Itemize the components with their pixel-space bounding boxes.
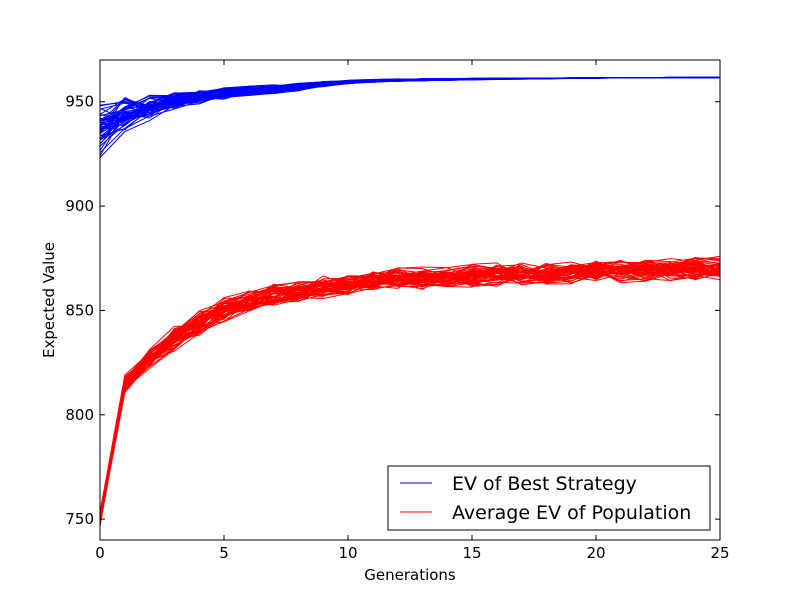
series-line bbox=[100, 77, 720, 141]
series-line bbox=[100, 77, 720, 130]
series-line bbox=[100, 77, 720, 141]
y-tick-label: 950 bbox=[65, 93, 94, 111]
y-tick-label: 750 bbox=[65, 510, 94, 528]
series-line bbox=[100, 77, 720, 141]
series-line bbox=[100, 77, 720, 137]
series-line bbox=[100, 77, 720, 158]
series-line bbox=[100, 77, 720, 140]
series-line bbox=[100, 77, 720, 134]
y-tick-label: 900 bbox=[65, 197, 94, 215]
series-layer bbox=[100, 76, 720, 527]
series-line bbox=[100, 76, 720, 131]
series-line bbox=[100, 77, 720, 154]
legend-label: EV of Best Strategy bbox=[452, 473, 637, 495]
series-line bbox=[100, 76, 720, 135]
x-tick-label: 25 bbox=[710, 544, 729, 562]
y-tick-label: 850 bbox=[65, 301, 94, 319]
series-line bbox=[100, 270, 720, 519]
series-line bbox=[100, 77, 720, 147]
series-line bbox=[100, 77, 720, 134]
series-line bbox=[100, 77, 720, 131]
legend-label: Average EV of Population bbox=[452, 502, 691, 524]
x-tick-label: 5 bbox=[219, 544, 229, 562]
y-axis-label: Expected Value bbox=[40, 242, 58, 358]
series-line bbox=[100, 263, 720, 524]
x-tick-label: 20 bbox=[586, 544, 605, 562]
series-line bbox=[100, 263, 720, 521]
series-line bbox=[100, 77, 720, 151]
x-axis-label: Generations bbox=[364, 566, 456, 584]
series-line bbox=[100, 77, 720, 137]
x-tick-label: 0 bbox=[95, 544, 105, 562]
series-line bbox=[100, 262, 720, 519]
y-tick-label: 800 bbox=[65, 406, 94, 424]
series-group-1 bbox=[100, 255, 720, 527]
axes-layer: 0 5 10 15 20 25 750 800 850 900 950 bbox=[65, 60, 730, 562]
x-tick-label: 10 bbox=[338, 544, 357, 562]
series-line bbox=[100, 77, 720, 156]
plot-frame bbox=[99, 59, 721, 541]
legend: EV of Best Strategy Average EV of Populat… bbox=[387, 465, 711, 531]
series-line bbox=[100, 77, 720, 145]
legend-box bbox=[387, 465, 711, 531]
series-line bbox=[100, 77, 720, 131]
series-line bbox=[100, 76, 720, 144]
series-line bbox=[100, 257, 720, 513]
series-group-0 bbox=[100, 76, 720, 158]
x-tick-label: 15 bbox=[462, 544, 481, 562]
